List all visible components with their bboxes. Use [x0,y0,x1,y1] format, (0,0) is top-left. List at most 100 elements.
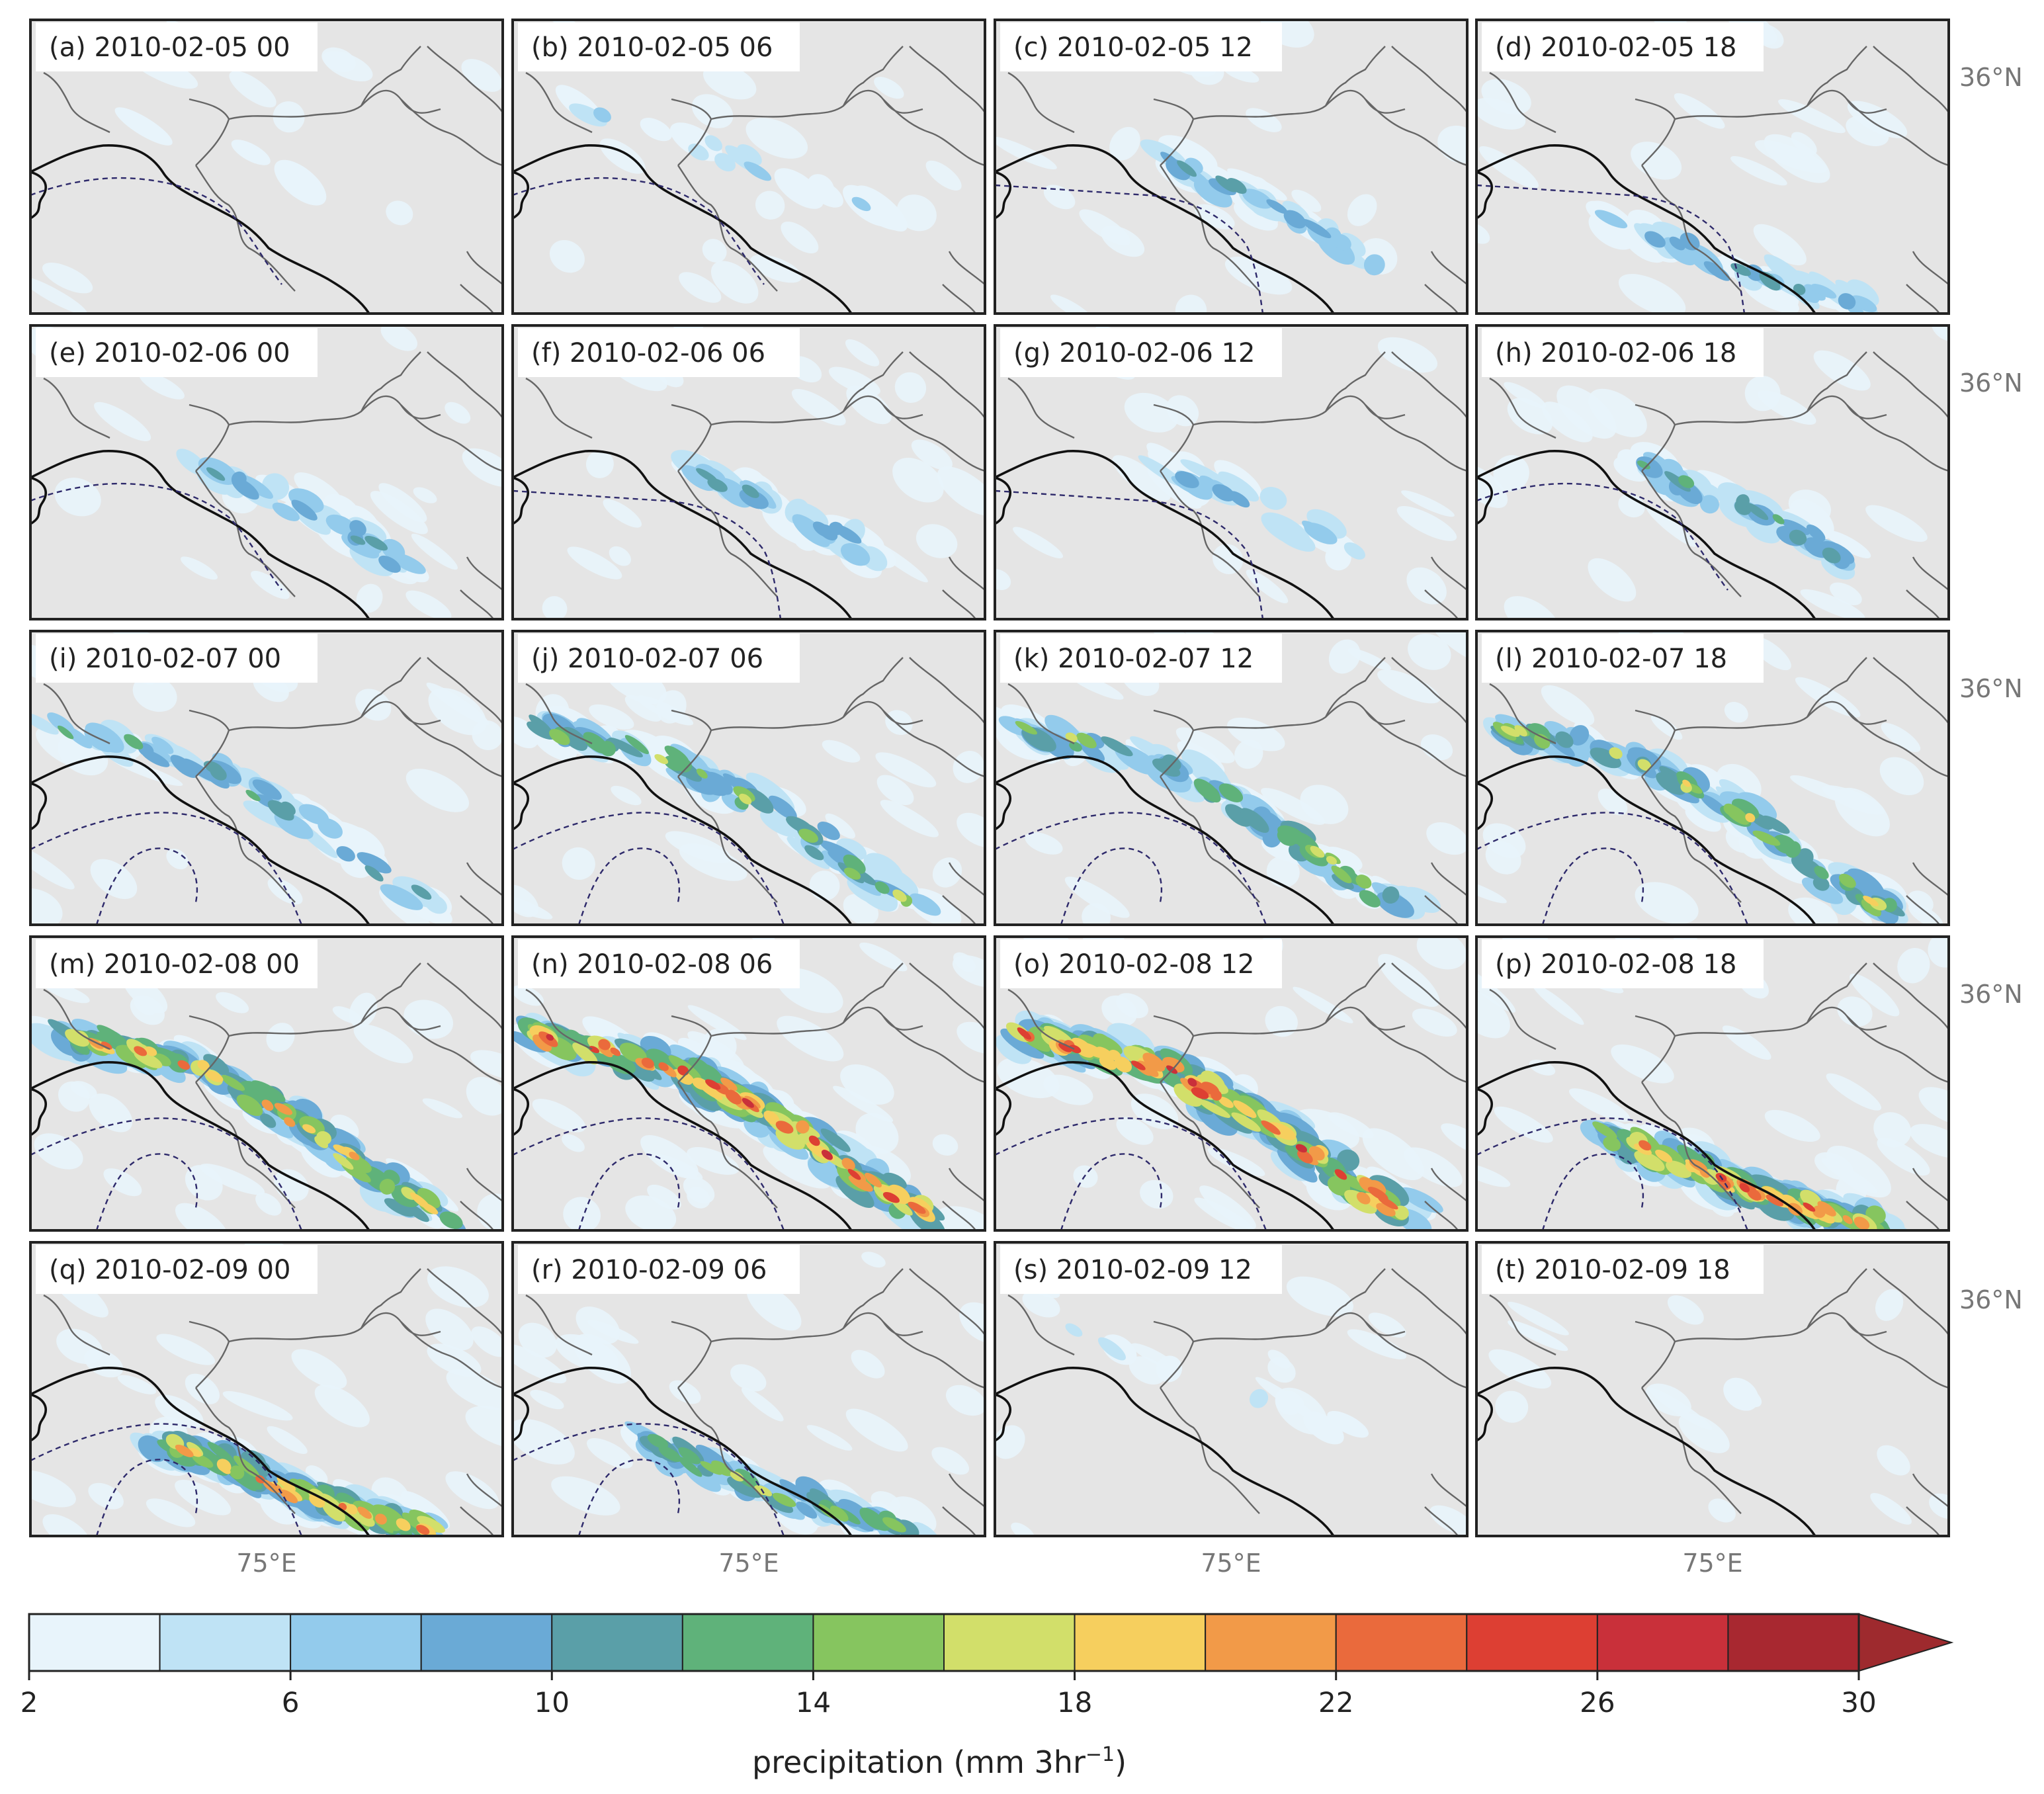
precip-cell [647,1184,681,1210]
contour-line [513,812,785,925]
precip-cell [346,1504,358,1515]
panel-p: (p) 2010-02-08 18 [1475,935,1950,1232]
panel-t: (t) 2010-02-09 18 [1475,1241,1950,1537]
precip-cell [932,857,962,888]
precip-cell [654,754,669,765]
border-line [1324,962,1386,1023]
precip-cell [1507,398,1553,435]
precip-cell [1262,828,1281,848]
precip-cell [1730,156,1787,186]
border-line [195,165,296,292]
precip-cell [289,489,321,513]
precip-cell [589,1046,600,1054]
precip-cell [1879,757,1924,796]
precip-cell [1096,1046,1114,1059]
border-line [1635,404,1676,472]
country-borders [525,657,985,925]
precip-cell [30,1470,76,1508]
precip-cell [744,161,772,181]
precip-cell [744,1095,761,1109]
precip-cell [640,118,672,142]
border-line [1873,46,1949,113]
panel-label-background [36,328,318,377]
precip-cell [1634,1150,1665,1172]
precip-cell [583,732,609,754]
panel-label: (p) 2010-02-08 18 [1482,939,1764,988]
precip-cell [446,1369,503,1410]
precip-cell [348,826,385,859]
precip-cell [1406,567,1447,605]
border-line [677,776,778,903]
precip-cell [1362,1128,1424,1181]
map-layers [513,1249,985,1536]
colorbar-tick-label: 2 [21,1686,38,1719]
border-line [948,1473,985,1508]
precip-cell [1286,1276,1353,1317]
panel-label-background [36,22,318,71]
border-line [1641,776,1742,903]
border-line [400,404,503,472]
border-line [1806,962,1867,1023]
precip-cell [687,1147,740,1175]
precip-cell [760,810,801,837]
precip-cell [1175,471,1199,489]
precip-cell [741,490,761,508]
panel-label: (t) 2010-02-09 18 [1482,1245,1764,1294]
longitude-labels: 75°E 75°E 75°E 75°E [236,1549,1742,1578]
precip-cell [663,755,685,771]
precip-cell [445,1471,499,1510]
precip-cell [1101,226,1145,257]
precip-cell [1850,973,1900,1017]
precip-cell [1555,731,1574,748]
panel-label: (b) 2010-02-05 06 [518,22,800,71]
border-line [1635,1320,1676,1388]
precipitation-field [513,1249,985,1536]
precip-cell [428,687,487,736]
precip-cell [1193,179,1232,208]
colorbar-tick-label: 22 [1318,1686,1353,1719]
precip-cell [349,1152,360,1160]
precip-cell [714,153,736,172]
contour-line [1476,812,1749,925]
precip-cell [995,569,1011,591]
contour-line [995,184,1264,314]
precip-cell [874,77,904,99]
panel-label-text: (f) 2010-02-06 06 [531,338,765,368]
precip-cell [1116,1117,1154,1145]
panel-label-text: (h) 2010-02-06 18 [1495,338,1736,368]
precip-cell [1359,890,1381,908]
precip-cell [1331,848,1363,871]
boundary-line [995,1367,1335,1536]
precip-cell [417,1188,441,1209]
precip-cell [1928,937,1949,968]
precip-cell [1412,1008,1457,1037]
precip-cell [911,439,953,470]
precip-cell [1267,1349,1291,1369]
precip-cell [847,1169,861,1180]
precip-cell [1355,875,1372,889]
panel-label: (n) 2010-02-08 06 [518,939,800,988]
precip-cell [804,845,824,861]
colorbar-title-suffix: ) [1115,1744,1127,1780]
precip-cell [314,1136,329,1148]
border-line [882,99,985,167]
precip-cell [763,1110,780,1125]
precip-cell [530,1390,564,1410]
precip-cell [325,514,357,536]
border-line [1912,1168,1949,1202]
border-line [1391,46,1467,113]
precip-cell [1201,1082,1220,1095]
precip-cell [882,1172,907,1189]
precip-cell [513,1031,546,1053]
precip-cell [679,843,747,881]
precip-cell [196,470,231,495]
precip-cell [1070,1037,1094,1058]
border-line [400,99,503,167]
border-line [427,657,503,724]
precip-cell [742,1097,754,1108]
contour-line [30,482,282,591]
panel-i: (i) 2010-02-07 00 [29,630,504,926]
precip-cell [42,263,93,294]
precip-cell [128,1055,146,1068]
border-line [1846,404,1949,472]
